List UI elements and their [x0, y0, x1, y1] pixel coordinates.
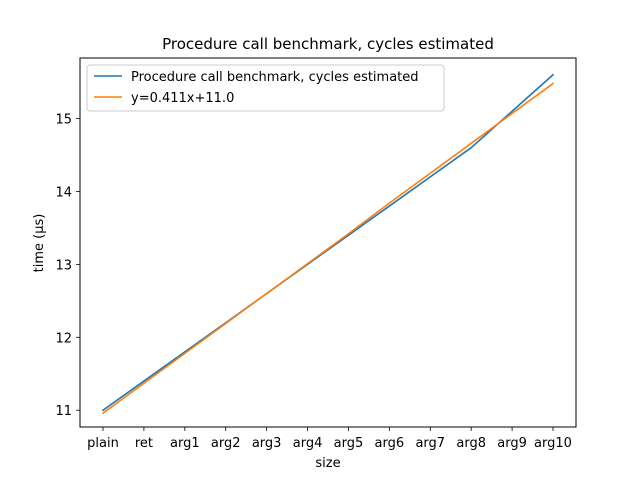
y-tick-label-15: 15 [55, 113, 72, 128]
x-tick-label-arg5: arg5 [334, 436, 364, 451]
x-tick-label-arg9: arg9 [497, 436, 527, 451]
series-line-benchmark [101, 73, 555, 412]
series-line-fit [101, 82, 555, 415]
y-tick-label-13: 13 [55, 258, 72, 273]
x-axis-label: size [315, 456, 340, 471]
x-tick-label-arg7: arg7 [415, 436, 445, 451]
y-tick-label-14: 14 [55, 185, 72, 200]
x-tick-label-arg1: arg1 [170, 436, 200, 451]
x-tick-label-arg3: arg3 [252, 436, 282, 451]
legend: Procedure call benchmark, cycles estimat… [86, 64, 445, 112]
legend-box [86, 64, 445, 112]
y-axis-label: time (µs) [32, 214, 47, 273]
x-tick-label-arg6: arg6 [375, 436, 405, 451]
y-tick-label-11: 11 [55, 404, 72, 419]
series-layer [101, 73, 555, 415]
legend-label-benchmark: Procedure call benchmark, cycles estimat… [131, 70, 419, 85]
x-axis-ticks: plain ret arg1 arg2 arg3 arg4 arg5 arg6 arg7 arg8… [87, 427, 572, 451]
chart-title: Procedure call benchmark, cycles estimat… [162, 35, 494, 53]
y-axis-ticks: 11 12 13 14 15 [55, 113, 80, 419]
x-tick-label-plain: plain [87, 436, 119, 451]
y-tick-label-12: 12 [55, 331, 72, 346]
legend-label-fit: y=0.411x+11.0 [131, 91, 234, 106]
x-tick-label-ret: ret [135, 436, 153, 451]
x-tick-label-arg10: arg10 [534, 436, 572, 451]
x-tick-label-arg8: arg8 [456, 436, 486, 451]
x-tick-label-arg2: arg2 [211, 436, 241, 451]
x-tick-label-arg4: arg4 [293, 436, 323, 451]
plot-area [79, 57, 577, 428]
